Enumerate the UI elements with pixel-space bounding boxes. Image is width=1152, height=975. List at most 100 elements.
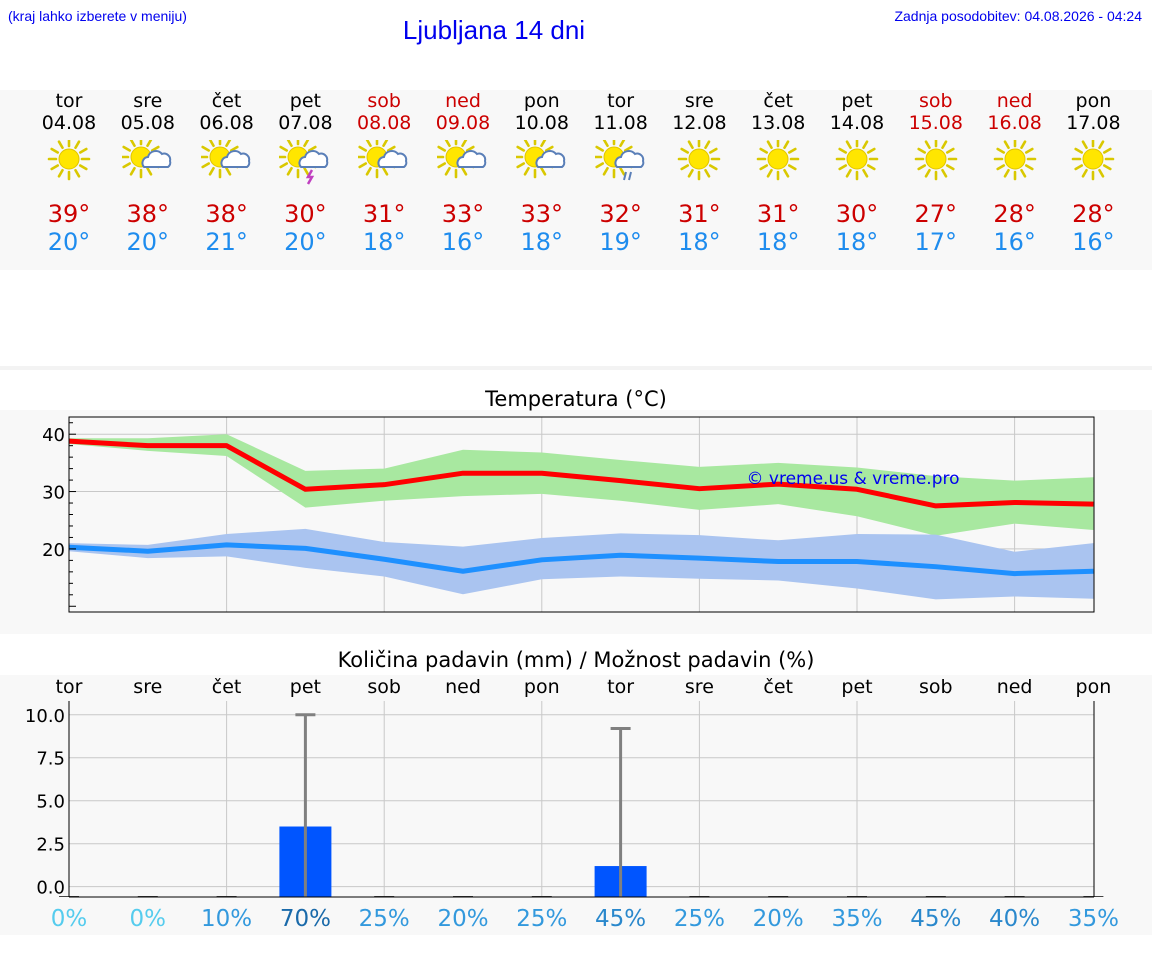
sun-cloud-icon (437, 140, 487, 179)
sun-cloud-icon (121, 140, 172, 179)
category-label: čet (212, 676, 242, 698)
sun-ray (365, 140, 372, 148)
y-tick-label: 5.0 (36, 792, 65, 813)
sun-cloud-icon (358, 140, 408, 179)
sun-ray (465, 145, 475, 152)
sun-ray (224, 140, 231, 148)
cloud-shape (141, 150, 172, 168)
day-name: ned (445, 90, 481, 112)
sun-ray (940, 168, 948, 178)
temp-max: 30° (284, 200, 327, 228)
page-title: Ljubljana 14 dni (402, 15, 586, 45)
sun-ray (766, 168, 773, 178)
day-column: pon 17.08 28° 16° (1053, 90, 1133, 256)
day-date: 12.08 (672, 112, 727, 134)
cloud-outline (220, 150, 250, 168)
temp-max: 27° (914, 200, 958, 228)
min-temp-line (68, 542, 1094, 577)
sun-cloud-icon (515, 140, 566, 179)
sun-ray (523, 166, 530, 176)
category-label: sob (919, 676, 953, 698)
category-label: pon (524, 676, 560, 698)
day-date: 11.08 (593, 112, 648, 134)
temp-min: 16° (993, 228, 1036, 256)
temp-max: 38° (205, 200, 248, 228)
day-column: čet 13.08 31° 18° (738, 90, 818, 256)
sun-ray (704, 140, 711, 150)
temp-min: 18° (756, 228, 800, 256)
precip-probability: 40% (989, 906, 1040, 932)
sun-ray (1098, 140, 1105, 150)
category-label: tor (56, 676, 83, 698)
temp-min: 16° (1072, 228, 1115, 256)
day-date: 14.08 (829, 112, 885, 134)
sun-ray (704, 168, 711, 178)
day-name: čet (211, 90, 242, 112)
sun-ray (924, 140, 931, 150)
sun-cloud-rain-icon (594, 140, 644, 181)
sun-ray (145, 140, 153, 148)
category-label: pet (290, 676, 321, 698)
rain-drop (627, 171, 632, 181)
day-date: 09.08 (435, 112, 491, 134)
sun-ray (437, 162, 447, 169)
category-label: čet (763, 676, 793, 698)
sun-ray (437, 145, 447, 152)
sun-ray (862, 168, 869, 178)
sun-ray (1103, 147, 1113, 154)
sun-ray (544, 145, 554, 152)
temp-max: 28° (1072, 200, 1115, 228)
sun-ray (1024, 164, 1034, 171)
sun-ray (862, 140, 869, 150)
sun-shape (47, 140, 91, 181)
plot-area (69, 701, 1094, 897)
sun-ray (150, 145, 160, 152)
sun-icon (1072, 140, 1115, 181)
precip-probability: 35% (831, 906, 882, 932)
sun-ray (709, 164, 719, 171)
location-hint: (kraj lahko izberete v meniju) (8, 8, 187, 24)
sun-ray (594, 145, 604, 152)
cloud-shape (456, 150, 487, 168)
sun-ray (1074, 147, 1084, 154)
category-label: sre (685, 676, 714, 698)
day-name: pet (289, 90, 321, 112)
sun-disc (925, 148, 947, 170)
cloud-outline (141, 150, 172, 168)
sun-ray (129, 140, 136, 148)
sun-ray (74, 140, 81, 150)
temp-max: 39° (47, 200, 91, 228)
day-name: sre (133, 90, 163, 112)
sun-ray (461, 140, 468, 148)
sun-ray (57, 168, 64, 178)
y-tick-label: 30 (42, 483, 65, 504)
sun-ray (845, 168, 852, 178)
sun-ray (78, 147, 88, 154)
precipitation-chart: tor sre čet pet sob ned pon tor sre čet pet sob ned p… (25, 676, 1119, 932)
temp-min: 18° (835, 228, 879, 256)
sun-ray (688, 168, 695, 178)
precip-probability: 45% (910, 906, 961, 932)
category-label: pon (1076, 676, 1112, 698)
sun-ray (382, 140, 389, 148)
sun-ray (303, 140, 310, 148)
watermark: © vreme.us & vreme.pro (746, 469, 959, 489)
precip-probability: 25% (359, 906, 410, 932)
last-updated: Zadnja posodobitev: 04.08.2026 - 04:24 (894, 8, 1142, 24)
cloud-shape (298, 150, 329, 168)
sun-icon (914, 140, 958, 181)
sun-ray (623, 145, 633, 152)
sun-ray (924, 168, 931, 178)
sun-ray (838, 164, 848, 171)
sun-ray (1082, 168, 1089, 178)
sun-ray (74, 168, 81, 178)
sun-ray (680, 147, 690, 154)
precip-probability: 0% (130, 906, 167, 932)
precip-probability: 25% (516, 906, 567, 932)
sun-ray (57, 140, 64, 150)
temp-max: 28° (993, 200, 1036, 228)
y-tick-label: 0.0 (36, 878, 65, 899)
cloud-outline (298, 150, 329, 168)
precip-probability: 20% (753, 906, 804, 932)
day-date: 07.08 (278, 112, 333, 134)
